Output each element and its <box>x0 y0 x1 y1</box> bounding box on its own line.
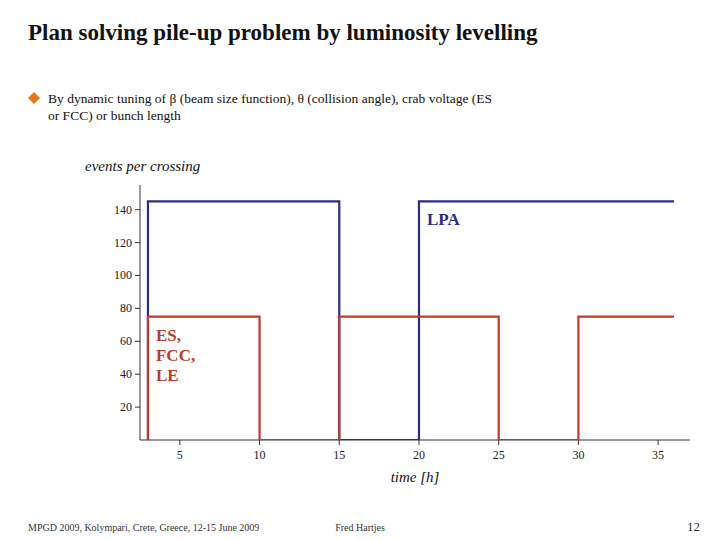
y-tick <box>135 308 140 309</box>
footer-text: 12 <box>687 519 700 534</box>
x-tick <box>418 440 419 445</box>
bullet <box>28 92 40 104</box>
x-tick <box>658 440 659 445</box>
x-tick <box>259 440 260 445</box>
series-line <box>148 201 674 440</box>
x-tick-label: 35 <box>652 448 664 462</box>
x-tick-label: 30 <box>572 448 584 462</box>
series-labels: LPA ES,FCC,LE <box>156 210 460 384</box>
chart: Plan solving pile-up problem by luminosi… <box>0 0 720 540</box>
footer-text: Fred Hartjes <box>335 522 385 533</box>
y-tick <box>135 407 140 408</box>
title: Plan solving pile-up problem by luminosi… <box>28 20 538 45</box>
x-tick-label: 25 <box>493 448 505 462</box>
y-axis-label: events per crossing <box>85 158 201 174</box>
background <box>0 0 720 540</box>
x-tick <box>498 440 499 445</box>
y-tick-label: 120 <box>114 236 132 250</box>
y-axis <box>140 185 141 440</box>
y-tick-label: 80 <box>120 301 132 315</box>
series-line <box>148 317 674 440</box>
y-tick <box>135 341 140 342</box>
y-tick-label: 60 <box>120 334 132 348</box>
x-tick-label: 5 <box>177 448 183 462</box>
plot-area <box>148 201 674 440</box>
x-tick-label: 10 <box>254 448 266 462</box>
series-label: ES,FCC,LE <box>156 326 195 385</box>
x-tick <box>578 440 579 445</box>
y-tick-label: 40 <box>120 367 132 381</box>
series-label: LPA <box>427 210 460 229</box>
x-tick <box>339 440 340 445</box>
subtitle: By dynamic tuning of β (beam size functi… <box>48 91 492 123</box>
y-tick-label: 20 <box>120 400 132 414</box>
y-tick <box>135 374 140 375</box>
footer-text: MPGD 2009, Kolympari, Crete, Greece, 12-… <box>28 522 259 533</box>
y-tick <box>135 242 140 243</box>
y-tick <box>135 275 140 276</box>
y-tick-label: 100 <box>114 268 132 282</box>
x-axis-label: time [h] <box>391 469 440 485</box>
x-tick-label: 20 <box>413 448 425 462</box>
x-tick-label: 15 <box>333 448 345 462</box>
y-tick <box>135 209 140 210</box>
y-tick-label: 140 <box>114 203 132 217</box>
x-tick <box>179 440 180 445</box>
